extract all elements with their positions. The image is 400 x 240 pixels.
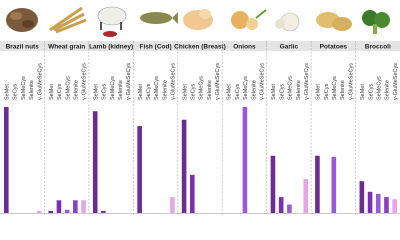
compound-label: γ-GluMeSeCys — [37, 63, 43, 100]
compound-label: Selenite — [207, 80, 213, 100]
compound-label: γ-GluMeSeCys — [126, 63, 132, 100]
bar — [270, 155, 276, 213]
compound-label: SeMet — [5, 84, 11, 100]
bar — [189, 174, 195, 213]
bar — [64, 209, 70, 213]
compound-label: SeCys — [324, 84, 330, 100]
compound-label: γ-GluMeSeCys — [82, 63, 88, 100]
compound-label: Selenite — [74, 80, 80, 100]
compound-label: SeMet — [49, 84, 55, 100]
compound-label: SeCys — [13, 84, 19, 100]
compound-label: SeMeCys — [243, 76, 249, 100]
category-label: Broccoli — [365, 44, 391, 51]
category-label: Fish (Cod) — [139, 44, 171, 51]
bar — [48, 210, 54, 213]
compound-label: SeMet — [360, 84, 366, 100]
compound-label: γ-GluMeSeCys — [260, 63, 266, 100]
compound-label: SeMet — [316, 84, 322, 100]
bar — [4, 107, 9, 213]
compound-label: Selenite — [162, 80, 168, 100]
compound-label: γ-GluMeSeCys — [304, 63, 310, 100]
compound-label: SeMeCys — [199, 76, 205, 100]
bar — [73, 200, 78, 213]
compound-label: SeMet — [271, 84, 277, 100]
compound-label: SeMeCys — [154, 76, 160, 100]
bar — [181, 119, 187, 213]
bar — [137, 126, 142, 213]
compound-label: SeCys — [279, 84, 285, 100]
bar — [36, 210, 42, 213]
category-label: Wheat grain — [48, 44, 85, 51]
compound-label: SeCys — [102, 84, 108, 100]
compound-label: SeCys — [190, 84, 196, 100]
bar — [359, 181, 365, 213]
category-label: Chicken (Breast) — [174, 44, 226, 51]
compound-label: SeMeCys — [65, 76, 71, 100]
bar — [303, 179, 309, 213]
bar — [392, 199, 397, 213]
compound-label: SeCys — [235, 84, 241, 100]
compound-label: SeMeCys — [288, 76, 294, 100]
compound-label: Selenite — [296, 80, 302, 100]
bar — [367, 191, 373, 213]
compound-label: SeCys — [368, 84, 374, 100]
bar — [331, 156, 337, 213]
compound-label: γ-GluMeSeCys — [171, 63, 177, 100]
bar — [56, 200, 62, 213]
category-label: Garlic — [280, 44, 299, 51]
bar — [92, 111, 98, 213]
bar — [278, 197, 284, 213]
compound-label: SeMeCys — [376, 76, 382, 100]
bar — [384, 197, 389, 213]
category-label: Brazil nuts — [6, 44, 40, 51]
compound-label: SeMeCys — [332, 76, 338, 100]
compound-label: Selenite — [29, 80, 35, 100]
compound-label: Selenite — [118, 80, 124, 100]
compound-label: γ-GluMeSeCys — [393, 63, 399, 100]
bar — [81, 200, 86, 213]
compound-label: SeMeCys — [21, 76, 27, 100]
bar — [375, 193, 381, 213]
compound-label: SeMet — [182, 84, 188, 100]
header-band — [0, 41, 400, 51]
bar — [242, 107, 248, 213]
bar — [101, 210, 106, 213]
compound-label: SeMet — [227, 84, 233, 100]
compound-label: SeMeCys — [110, 76, 116, 100]
bar — [315, 155, 320, 213]
category-label: Potatoes — [320, 44, 348, 51]
compound-label: γ-GluMeSeCys — [215, 63, 221, 100]
category-label: Lamb (kidney) — [89, 44, 133, 51]
compound-label: Selenite — [385, 80, 391, 100]
compound-label: SeCys — [57, 84, 63, 100]
compound-label: Selenite — [340, 80, 346, 100]
compound-label: SeMet — [93, 84, 99, 100]
bar — [170, 197, 175, 213]
compound-label: γ-GluMeSeCys — [348, 63, 354, 100]
compound-label: SeMet — [138, 84, 144, 100]
category-label: Onions — [233, 44, 256, 51]
bar — [287, 204, 292, 213]
food-icons — [6, 6, 390, 37]
compound-label: SeCys — [146, 84, 152, 100]
compound-label: Selenite — [251, 80, 257, 100]
